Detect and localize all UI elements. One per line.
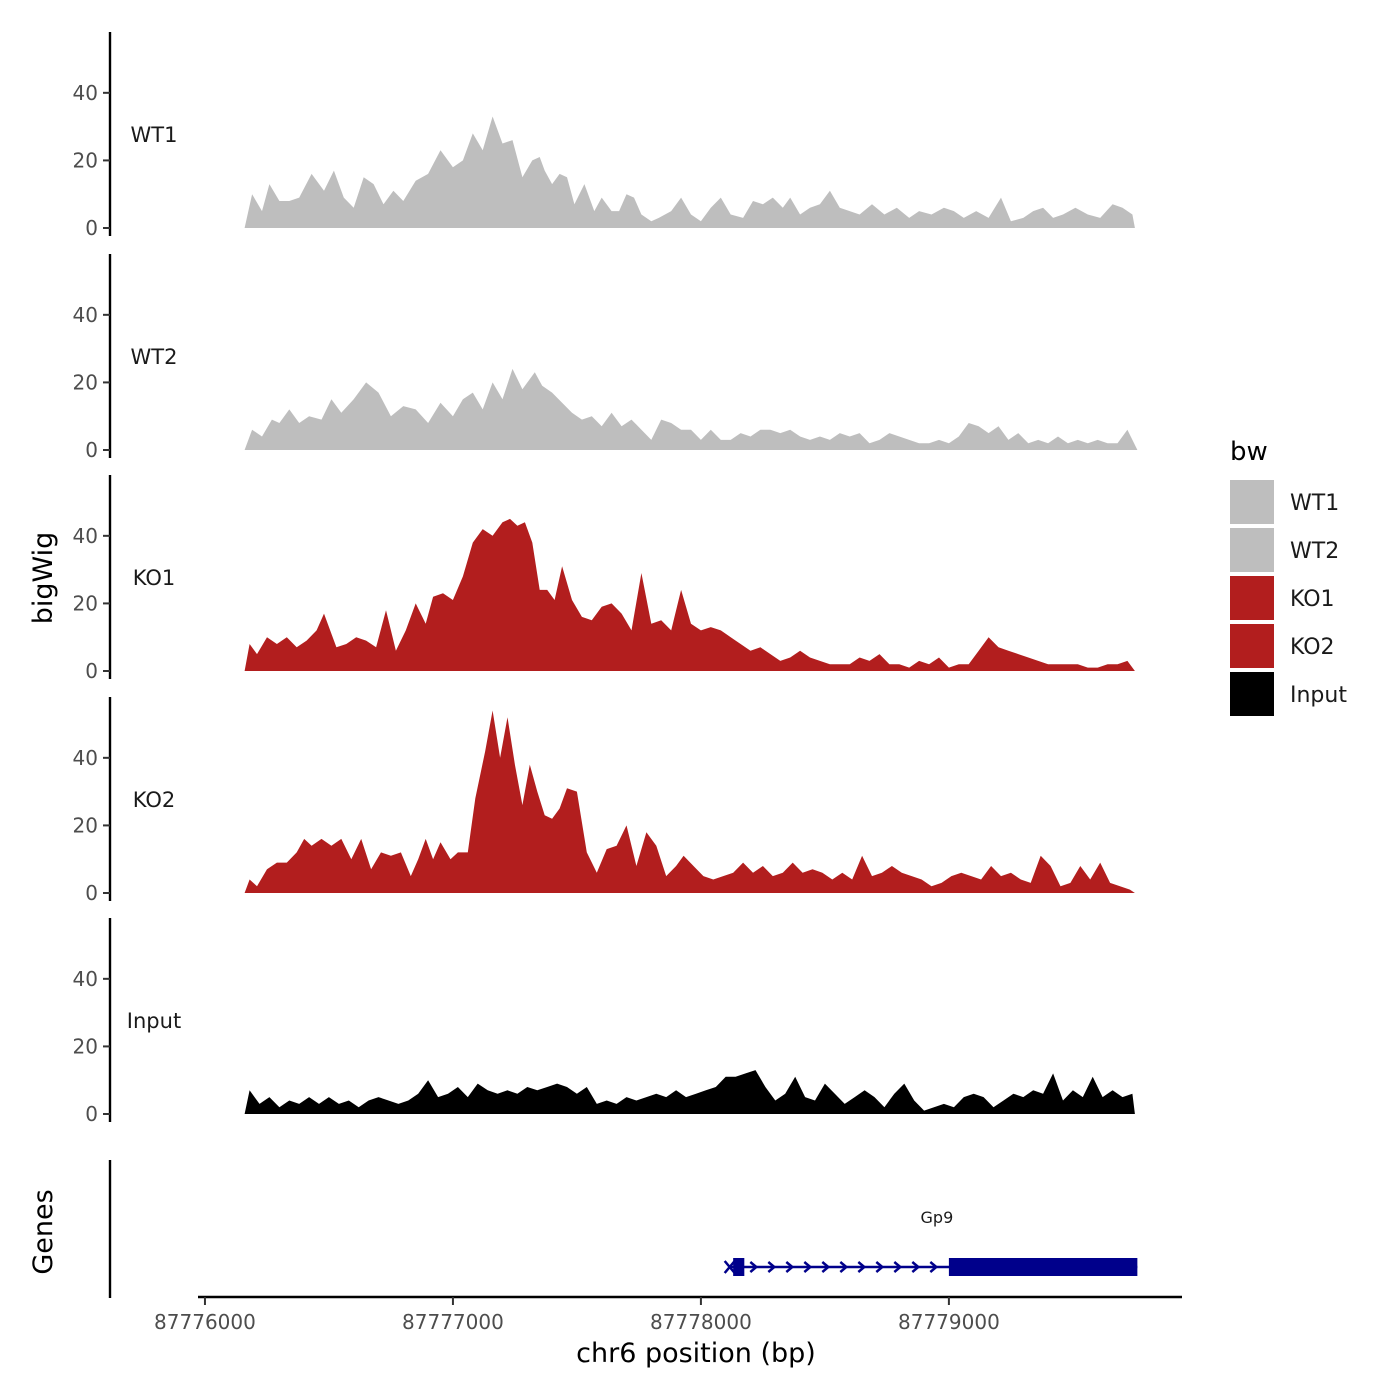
legend-label: Input [1290,683,1347,708]
legend-key-input [1230,672,1274,716]
coverage-area-wt2 [244,368,1138,450]
y-tick-label: 20 [73,370,98,394]
track-panel-wt1: 0 20 40 WT1 [73,32,1135,240]
strand-arrow-icon [821,1261,831,1273]
gene-start-marker-icon [723,1260,736,1274]
legend-title: bw [1230,437,1268,467]
y-tick-label: 20 [73,1034,98,1058]
legend-label: KO2 [1290,635,1335,660]
legend-label: WT1 [1290,491,1339,516]
track-label: Input [127,1009,181,1033]
y-tick-label: 0 [85,216,98,240]
y-tick-label: 40 [73,967,98,991]
strand-arrow-icon [911,1261,921,1273]
coverage-area-ko1 [244,518,1135,671]
track-panel-input: 0 20 40 Input [73,918,1135,1126]
strand-arrow-icon [839,1261,849,1273]
y-tick-label: 0 [85,881,98,905]
strand-arrow-icon [893,1261,903,1273]
legend-key-ko1 [1230,576,1274,620]
y-tick-label: 0 [85,1102,98,1126]
legend-key-wt1 [1230,480,1274,524]
coverage-tracks: 0 20 40 WT1 0 20 40 WT2 0 20 40 KO1 0 20 40 KO2 0 20 40 Inp… [73,32,1138,1126]
track-label: KO2 [133,788,176,812]
track-label: KO1 [133,566,176,590]
strand-arrow-icon [749,1261,759,1273]
y-tick-label: 40 [73,303,98,327]
y-tick-label: 40 [73,746,98,770]
y-tick-label: 0 [85,438,98,462]
genes-axis-title: Genes [28,1189,59,1274]
coverage-area-input [244,1070,1135,1114]
strand-arrow-icon [803,1261,813,1273]
track-label: WT1 [131,123,178,147]
genes-track: Gp9 [108,1160,1138,1298]
strand-arrow-icon [785,1261,795,1273]
x-axis: 87776000 87777000 87778000 87779000 [154,1295,1182,1334]
x-tick-label: 87777000 [402,1310,504,1334]
y-tick-label: 40 [73,81,98,105]
track-label: WT2 [131,345,178,369]
x-axis-title: chr6 position (bp) [576,1338,816,1369]
legend-label: WT2 [1290,539,1339,564]
gene-label: Gp9 [921,1208,954,1227]
track-panel-ko1: 0 20 40 KO1 [73,475,1135,683]
gene-gp9: Gp9 [723,1208,1138,1276]
gene-exon [948,1258,1138,1276]
x-tick-label: 87776000 [154,1310,256,1334]
x-tick-label: 87778000 [650,1310,752,1334]
y-tick-label: 20 [73,813,98,837]
strand-arrow-icon [929,1261,939,1273]
y-tick-label: 20 [73,591,98,615]
coverage-area-ko2 [244,710,1135,893]
y-tick-label: 40 [73,524,98,548]
legend-key-wt2 [1230,528,1274,572]
x-tick-label: 87779000 [898,1310,1000,1334]
y-tick-label: 0 [85,659,98,683]
strand-arrow-icon [857,1261,867,1273]
legend-key-ko2 [1230,624,1274,668]
strand-arrow-icon [875,1261,885,1273]
legend: bw WT1 WT2 KO1 KO2 Input [1230,437,1347,716]
track-panel-wt2: 0 20 40 WT2 [73,254,1138,462]
coverage-area-wt1 [244,116,1135,228]
y-axis-title: bigWig [28,532,59,625]
gene-exon [733,1258,745,1276]
track-panel-ko2: 0 20 40 KO2 [73,697,1135,905]
legend-label: KO1 [1290,587,1335,612]
y-tick-label: 20 [73,148,98,172]
strand-arrow-icon [767,1261,777,1273]
